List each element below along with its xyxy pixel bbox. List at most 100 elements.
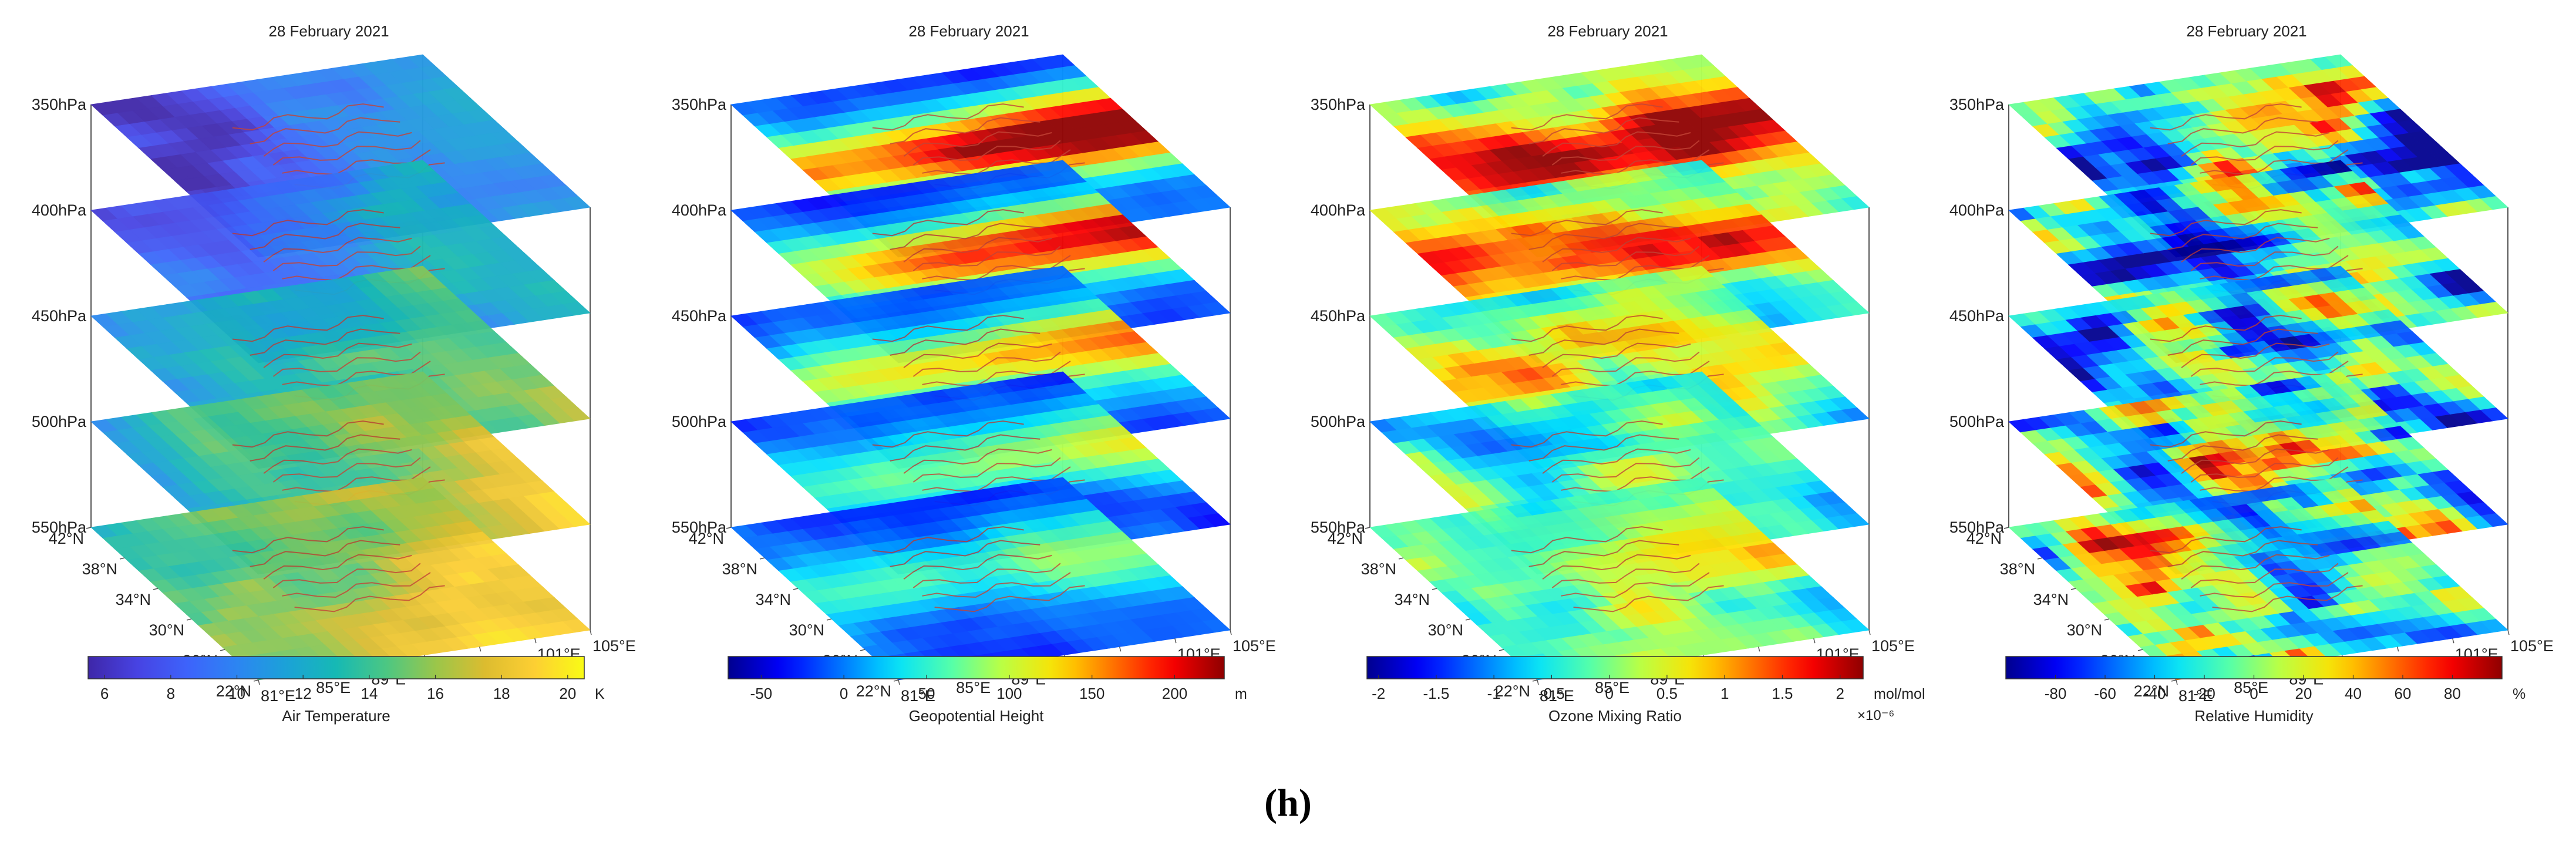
outline-path xyxy=(282,466,431,493)
colorbar-tick-label: 0.5 xyxy=(1656,685,1678,702)
lat-tick-label: 38°N xyxy=(1361,560,1396,578)
colorbar-tick-label: 150 xyxy=(1079,685,1105,702)
colorbar-label: Geopotential Height xyxy=(909,707,1045,725)
level-label: 350hPa xyxy=(1311,96,1366,113)
colorbar xyxy=(728,656,1225,679)
colorbar-tick-label: 20 xyxy=(559,685,576,702)
lat-tick-label: 34°N xyxy=(1395,591,1430,608)
lat-tick xyxy=(253,679,259,682)
outline-path xyxy=(890,223,1040,250)
lat-tick-label: 22°N xyxy=(856,682,891,700)
lat-tick-label: 22°N xyxy=(216,682,251,700)
lon-tick xyxy=(1119,647,1122,652)
level-label: 450hPa xyxy=(1311,307,1366,325)
outline-path xyxy=(872,209,1024,237)
panel-title: 28 February 2021 xyxy=(2186,22,2306,40)
outline-path xyxy=(272,245,421,271)
lon-tick xyxy=(1537,679,1539,685)
level-label: 400hPa xyxy=(1311,201,1366,219)
colorbar-tick-label: 0 xyxy=(1605,685,1613,702)
colorbar-tick-label: 2 xyxy=(1836,685,1844,702)
layer-cell xyxy=(563,513,591,527)
panel-title: 28 February 2021 xyxy=(908,22,1029,40)
panel-title: 28 February 2021 xyxy=(268,22,389,40)
lon-tick xyxy=(258,679,260,685)
lat-tick xyxy=(1365,527,1371,529)
lat-tick-label: 42°N xyxy=(1328,530,1363,547)
lat-tick-label: 34°N xyxy=(756,591,791,608)
outline-path xyxy=(232,420,384,448)
outline-path xyxy=(263,342,412,369)
outline-path xyxy=(232,526,384,554)
level-label: 500hPa xyxy=(672,413,727,430)
outline-path xyxy=(282,255,431,281)
outline-path xyxy=(903,342,1052,369)
outline-path xyxy=(263,237,412,263)
outline-path xyxy=(912,351,1061,377)
lat-tick-label: 30°N xyxy=(1428,621,1463,639)
outline-path xyxy=(250,328,400,356)
panel-4: 28 February 2021350hPa400hPa450hPa500hPa… xyxy=(1949,22,2554,725)
colorbar-tick-label: 12 xyxy=(295,685,312,702)
lat-tick-label: 42°N xyxy=(689,530,724,547)
outline-path xyxy=(922,149,1071,176)
plateau-outline xyxy=(232,526,445,612)
outline-path xyxy=(272,351,421,377)
colorbar-tick-label: 200 xyxy=(1162,685,1187,702)
lat-tick xyxy=(1532,679,1538,682)
lat-tick-label: 42°N xyxy=(49,530,84,547)
outline-path xyxy=(250,117,400,144)
colorbar xyxy=(87,656,585,679)
level-label: 400hPa xyxy=(672,201,727,219)
panel-title: 28 February 2021 xyxy=(1547,22,1668,40)
level-label: 500hPa xyxy=(1311,413,1366,430)
lat-tick xyxy=(860,649,866,651)
lon-tick-label: 105°E xyxy=(592,637,636,655)
level-label: 550hPa xyxy=(32,519,87,536)
colorbar-tick-label: -50 xyxy=(750,685,773,702)
level-label: 350hPa xyxy=(672,96,727,113)
colorbar-unit: m xyxy=(1235,686,1247,702)
colorbar-tick-label: 50 xyxy=(918,685,935,702)
colorbar-exponent: ×10⁻⁶ xyxy=(1857,708,1894,723)
outline-path xyxy=(250,540,400,567)
outline-path xyxy=(922,255,1071,281)
lat-tick xyxy=(826,618,832,621)
lon-tick xyxy=(1813,638,1816,644)
colorbar-tick-label: 100 xyxy=(996,685,1022,702)
lat-tick xyxy=(153,588,159,590)
level-label: 450hPa xyxy=(32,307,87,325)
outline-path xyxy=(282,572,431,598)
lon-tick-label: 85°E xyxy=(316,679,351,696)
colorbar-tick-label: 8 xyxy=(167,685,175,702)
colorbar-tick-label: 10 xyxy=(228,685,245,702)
lat-tick xyxy=(726,527,732,529)
lon-tick-label: 105°E xyxy=(1871,637,1915,655)
outline-path xyxy=(872,315,1024,342)
outline-path xyxy=(912,140,1061,166)
lat-tick-label: 30°N xyxy=(789,621,824,639)
lat-tick-label: 38°N xyxy=(722,560,757,578)
outline-path xyxy=(922,361,1071,387)
lat-tick xyxy=(119,557,125,560)
panel-1: 28 February 2021350hPa400hPa450hPa500hPa… xyxy=(32,22,636,725)
outline-path xyxy=(282,149,431,176)
colorbar-tick-label: 1 xyxy=(1720,685,1729,702)
lat-tick-label: 34°N xyxy=(116,591,151,608)
outline-path xyxy=(282,361,431,387)
lat-tick xyxy=(1398,557,1404,560)
outline-path xyxy=(272,457,421,483)
level-label: 450hPa xyxy=(672,307,727,325)
colorbar-label: Ozone Mixing Ratio xyxy=(1548,707,1682,725)
lon-tick xyxy=(1230,630,1232,635)
outline-path xyxy=(903,237,1052,263)
outline-path xyxy=(263,448,412,474)
outline-path xyxy=(872,103,1024,131)
lon-tick-label: 85°E xyxy=(956,679,991,696)
outline-path xyxy=(232,209,384,237)
layer-cell xyxy=(563,302,591,316)
outline-path xyxy=(890,117,1040,144)
outline-path xyxy=(903,131,1052,157)
layer-550hPa xyxy=(90,477,591,681)
